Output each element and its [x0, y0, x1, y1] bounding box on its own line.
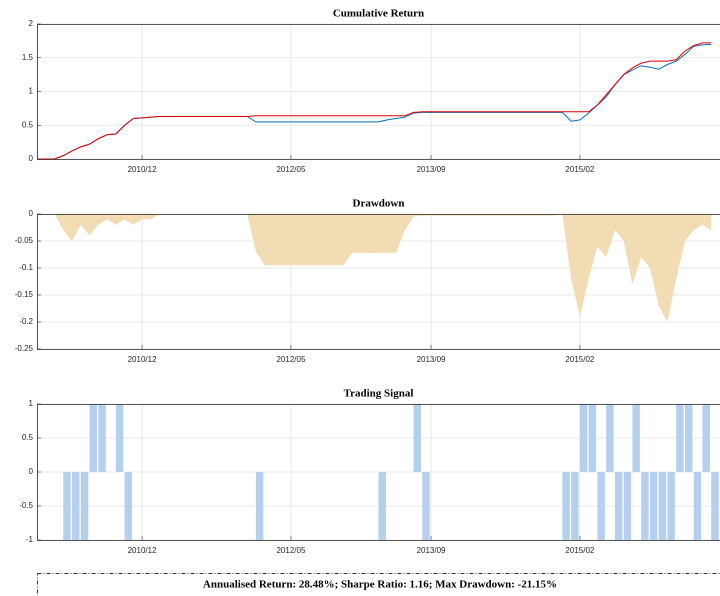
signal-bar	[80, 472, 89, 540]
x-tick-label: 2015/02	[565, 165, 594, 174]
signal-bar	[597, 472, 605, 540]
y-tick-label: 0.5	[22, 433, 34, 442]
signal-bar	[702, 404, 710, 472]
signal-bar	[115, 404, 124, 472]
signal-bar	[623, 472, 632, 540]
y-tick-label: 1	[29, 87, 34, 96]
x-tick-label: 2010/12	[128, 546, 157, 555]
y-tick-label: -0.5	[19, 501, 33, 510]
axes-frame	[37, 404, 720, 541]
drawdown-area	[37, 214, 712, 322]
y-tick-label: 1	[29, 399, 34, 408]
signal-bar	[711, 472, 719, 540]
signal-bar	[562, 472, 570, 540]
y-tick-label: 0.5	[22, 120, 34, 129]
x-tick-label: 2012/05	[276, 165, 305, 174]
signal-bar	[378, 472, 386, 540]
signal-bar	[676, 404, 684, 472]
y-tick-label: -0.2	[19, 317, 33, 326]
signal-bar	[614, 472, 623, 540]
signal-bar	[649, 472, 658, 540]
y-tick-label: 0	[29, 154, 34, 163]
signal-bar	[588, 404, 597, 472]
signal-bar	[63, 472, 71, 540]
signal-bar	[89, 404, 97, 472]
signal-bar	[693, 472, 702, 540]
y-tick-label: 0	[29, 209, 34, 218]
signal-bar	[658, 472, 667, 540]
signal-bar	[684, 404, 693, 472]
series-line	[37, 42, 712, 160]
y-tick-label: -0.05	[15, 236, 34, 245]
axes-frame	[37, 214, 720, 350]
x-tick-label: 2010/12	[128, 355, 157, 364]
signal-bar	[72, 472, 80, 540]
x-tick-label: 2012/05	[276, 355, 305, 364]
y-tick-label: 2	[29, 19, 34, 28]
x-tick-label: 2013/09	[417, 355, 446, 364]
x-tick-label: 2015/02	[565, 355, 594, 364]
signal-bar	[606, 404, 614, 472]
signal-bar	[632, 404, 640, 472]
y-tick-label: -0.15	[15, 290, 34, 299]
x-tick-label: 2013/09	[417, 165, 446, 174]
x-tick-label: 2013/09	[417, 546, 446, 555]
signal-bar	[98, 404, 106, 472]
x-tick-label: 2010/12	[128, 165, 157, 174]
signal-bar	[579, 404, 588, 472]
x-tick-label: 2015/02	[565, 546, 594, 555]
signal-bar	[422, 472, 430, 540]
signal-bar	[571, 472, 579, 540]
summary-box	[37, 573, 720, 596]
signal-bar	[641, 472, 649, 540]
signal-bar	[124, 472, 133, 540]
chart-title: Cumulative Return	[333, 8, 424, 20]
y-tick-label: -0.25	[15, 344, 34, 353]
y-tick-label: 0	[29, 467, 34, 476]
axes-frame	[37, 24, 720, 160]
signal-bar	[413, 404, 421, 472]
y-tick-label: 1.5	[22, 53, 34, 62]
chart-title: Trading Signal	[344, 388, 414, 400]
y-tick-label: -1	[26, 535, 34, 544]
x-tick-label: 2012/05	[276, 546, 305, 555]
y-tick-label: -0.1	[19, 263, 33, 272]
chart-title: Drawdown	[353, 198, 405, 210]
signal-bar	[255, 472, 264, 540]
series-line	[37, 43, 712, 160]
summary: Annualised Return: 28.48%; Sharpe Ratio:…	[203, 579, 557, 591]
signal-bar	[667, 472, 675, 540]
